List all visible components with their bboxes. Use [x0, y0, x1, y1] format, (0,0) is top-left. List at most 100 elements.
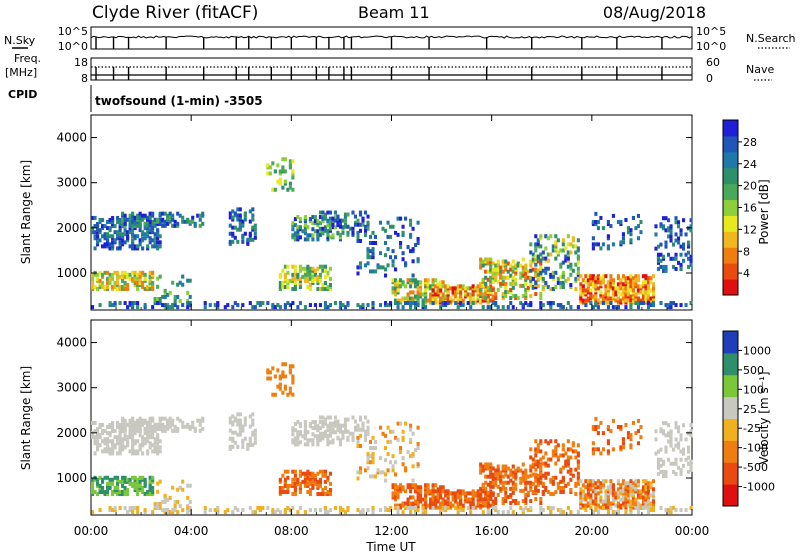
power-cell [486, 269, 490, 274]
power-cell [461, 284, 465, 289]
velocity-cell [624, 510, 628, 515]
power-cell [419, 292, 423, 297]
power-cell [656, 256, 661, 261]
velocity-cell [629, 503, 633, 508]
velocity-cell [236, 508, 240, 513]
velocity-cell [163, 428, 167, 433]
velocity-cell [153, 422, 157, 427]
power-cell [401, 251, 405, 256]
power-cell [566, 242, 570, 247]
velocity-cell [611, 493, 615, 498]
power-cell [298, 301, 302, 306]
power-cell [674, 238, 678, 243]
power-cell [148, 211, 152, 216]
power-cell [101, 274, 105, 279]
power-cell [409, 278, 413, 283]
velocity-cell [406, 485, 410, 490]
velocity-cell [599, 487, 603, 492]
velocity-cell [143, 418, 147, 423]
velocity-cell [624, 493, 628, 498]
velocity-cell [321, 473, 325, 478]
velocity-cell [409, 485, 413, 490]
velocity-cell [454, 491, 458, 496]
velocity-cell [343, 427, 348, 432]
power-cell [651, 282, 656, 287]
velocity-cell [431, 497, 435, 502]
velocity-cell [291, 392, 295, 397]
power-cell [519, 271, 523, 276]
power-cell [656, 244, 661, 249]
power-cell [148, 230, 152, 235]
velocity-cell [631, 501, 636, 506]
power-cell [291, 175, 295, 180]
power-cell [521, 269, 525, 274]
cpid-label: CPID [8, 88, 37, 101]
power-cell [278, 171, 282, 176]
power-cell [536, 268, 540, 273]
power-cell [416, 257, 420, 262]
power-cell [624, 300, 628, 305]
power-cell [629, 280, 633, 285]
velocity-cell [419, 489, 423, 494]
velocity-cell [136, 420, 140, 425]
velocity-cell [131, 424, 135, 429]
velocity-cell [303, 477, 307, 482]
power-cell [484, 298, 488, 303]
velocity-cell [469, 497, 473, 502]
power-cell [283, 274, 287, 279]
velocity-cell [353, 425, 358, 430]
power-cell [671, 256, 676, 261]
velocity-cell [188, 508, 192, 513]
power-cell [158, 234, 162, 239]
power-cell [241, 235, 245, 240]
power-cell [141, 270, 145, 275]
velocity-cell [561, 447, 565, 452]
power-cell [186, 305, 190, 310]
velocity-cell [584, 505, 588, 510]
velocity-cell [576, 475, 580, 480]
power-cell [486, 296, 490, 301]
power-cell [288, 163, 292, 168]
velocity-cell [641, 499, 646, 504]
power-cell [313, 303, 317, 308]
velocity-cell [118, 427, 122, 432]
velocity-cell [153, 449, 157, 454]
velocity-cell [406, 499, 410, 504]
power-cell [303, 305, 307, 310]
velocity-cell [168, 495, 172, 500]
power-cell [333, 210, 338, 215]
velocity-cell [611, 510, 615, 515]
velocity-cell [326, 423, 330, 428]
velocity-cell [358, 433, 363, 438]
power-cell [118, 242, 122, 247]
velocity-cell [96, 435, 100, 440]
velocity-cell [396, 489, 400, 494]
power-cell [306, 285, 310, 290]
colorbar-tick-label: 16 [743, 202, 757, 215]
power-cell [579, 274, 583, 279]
velocity-cell [136, 428, 140, 433]
power-cell [646, 298, 651, 303]
power-cell [111, 240, 115, 245]
power-cell [151, 211, 155, 216]
power-cell [131, 305, 135, 310]
velocity-cell [506, 480, 510, 485]
power-cell [609, 274, 613, 279]
power-cell [521, 271, 525, 276]
velocity-cell [594, 489, 598, 494]
velocity-cell [136, 477, 140, 482]
velocity-cell [566, 506, 570, 511]
velocity-cell [656, 459, 661, 464]
velocity-cell [481, 488, 485, 493]
velocity-cell [366, 466, 370, 471]
velocity-cell [151, 416, 155, 421]
velocity-cell [208, 508, 212, 513]
power-cell [576, 266, 580, 271]
velocity-cell [143, 510, 147, 515]
power-cell [316, 237, 320, 242]
power-cell [541, 250, 545, 255]
y-tick-label: 4000 [56, 131, 87, 145]
velocity-cell [378, 456, 383, 461]
velocity-cell [566, 439, 570, 444]
velocity-cell [511, 464, 515, 469]
